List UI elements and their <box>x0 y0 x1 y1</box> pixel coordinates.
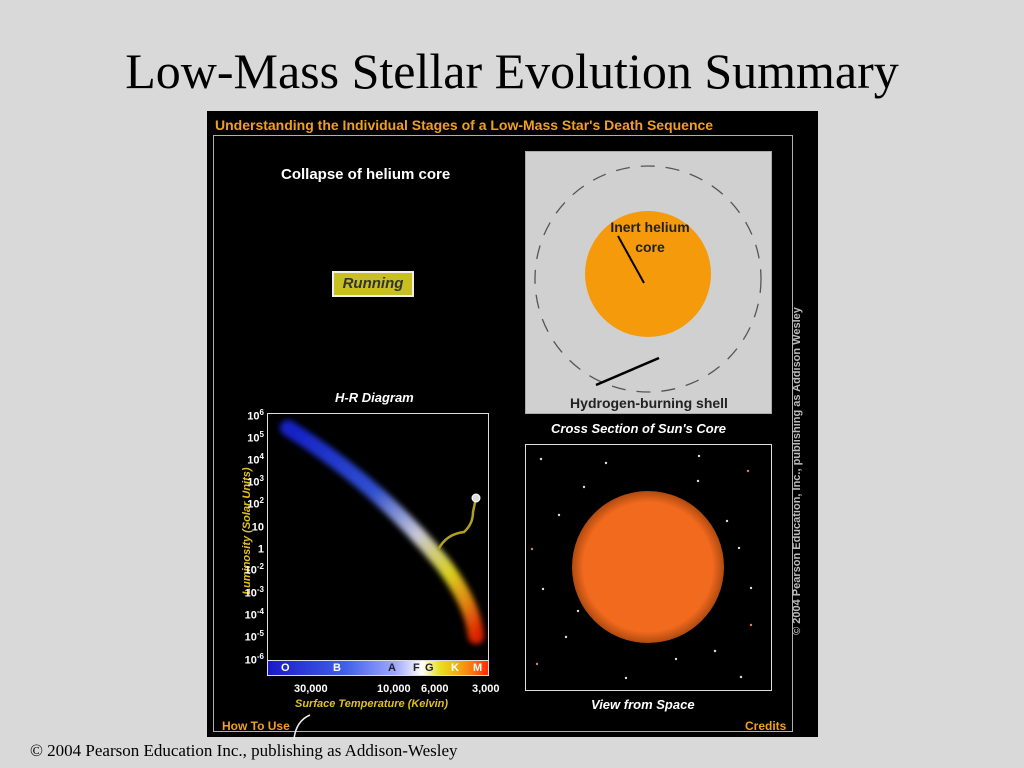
temperature-axis-label: Surface Temperature (Kelvin) <box>295 698 449 710</box>
background-stars <box>530 454 753 680</box>
side-copyright: © 2004 Pearson Education, Inc., publishi… <box>791 307 803 635</box>
core-label-line1: Inert helium <box>610 219 689 235</box>
shell-pointer-line <box>595 356 660 387</box>
spectral-class: G <box>425 662 434 674</box>
cross-section-caption: Cross Section of Sun's Core <box>551 421 727 436</box>
spectral-class: K <box>451 662 459 674</box>
space-view-svg <box>530 454 753 680</box>
running-button[interactable]: Running <box>332 271 414 297</box>
main-sequence-band <box>280 420 484 644</box>
y-tick: 10-4 <box>244 607 264 622</box>
stage-label: Collapse of helium core <box>281 166 451 183</box>
y-tick: 104 <box>247 452 264 467</box>
spectral-class-bar: O B A F G K M <box>267 660 489 676</box>
hydrogen-shell-outline <box>534 165 762 393</box>
core-label-line2: core <box>635 239 665 255</box>
y-tick: 10-2 <box>244 562 264 577</box>
y-tick: 10-5 <box>244 629 264 644</box>
y-tick: 10 <box>251 521 264 534</box>
x-tick: 30,000 <box>294 683 328 695</box>
space-view-caption: View from Space <box>591 697 695 712</box>
credits-link[interactable]: Credits <box>745 719 787 733</box>
panel-frame <box>213 135 793 732</box>
slide-title: Low-Mass Stellar Evolution Summary <box>125 43 899 99</box>
spectral-class: B <box>333 662 341 674</box>
evolution-track <box>436 497 478 551</box>
y-tick: 1 <box>257 543 264 556</box>
spectral-class: A <box>388 662 396 674</box>
hr-diagram-plot <box>267 413 489 675</box>
space-view <box>525 444 772 691</box>
x-tick: 6,000 <box>421 683 449 695</box>
cursor-swoosh <box>293 714 311 740</box>
how-to-use-link[interactable]: How To Use <box>222 719 290 733</box>
y-tick: 102 <box>247 496 264 511</box>
x-tick: 3,000 <box>472 683 500 695</box>
shell-label: Hydrogen-burning shell <box>570 395 728 411</box>
star-disk <box>572 491 724 643</box>
slide-footer: © 2004 Pearson Education Inc., publishin… <box>30 741 458 760</box>
y-tick: 10-3 <box>244 585 264 600</box>
y-tick: 10-6 <box>244 652 264 667</box>
helium-core <box>585 211 711 337</box>
animation-panel: Understanding the Individual Stages of a… <box>207 111 818 740</box>
y-tick: 103 <box>247 474 264 489</box>
panel-header: Understanding the Individual Stages of a… <box>215 117 714 133</box>
spectral-class: F <box>413 662 420 674</box>
cross-section-svg: Inert helium core Hydrogen-burning shell <box>534 165 762 411</box>
spectral-class: O <box>281 662 290 674</box>
cross-section-view: Inert helium core Hydrogen-burning shell <box>525 151 772 414</box>
hr-diagram-svg <box>280 420 484 644</box>
core-pointer-line <box>617 235 645 284</box>
x-tick: 10,000 <box>377 683 411 695</box>
y-tick: 105 <box>247 430 264 445</box>
y-tick: 106 <box>247 408 264 423</box>
hr-diagram-title: H-R Diagram <box>335 390 414 405</box>
spectral-class: M <box>473 662 483 674</box>
star-position-marker <box>471 493 481 503</box>
